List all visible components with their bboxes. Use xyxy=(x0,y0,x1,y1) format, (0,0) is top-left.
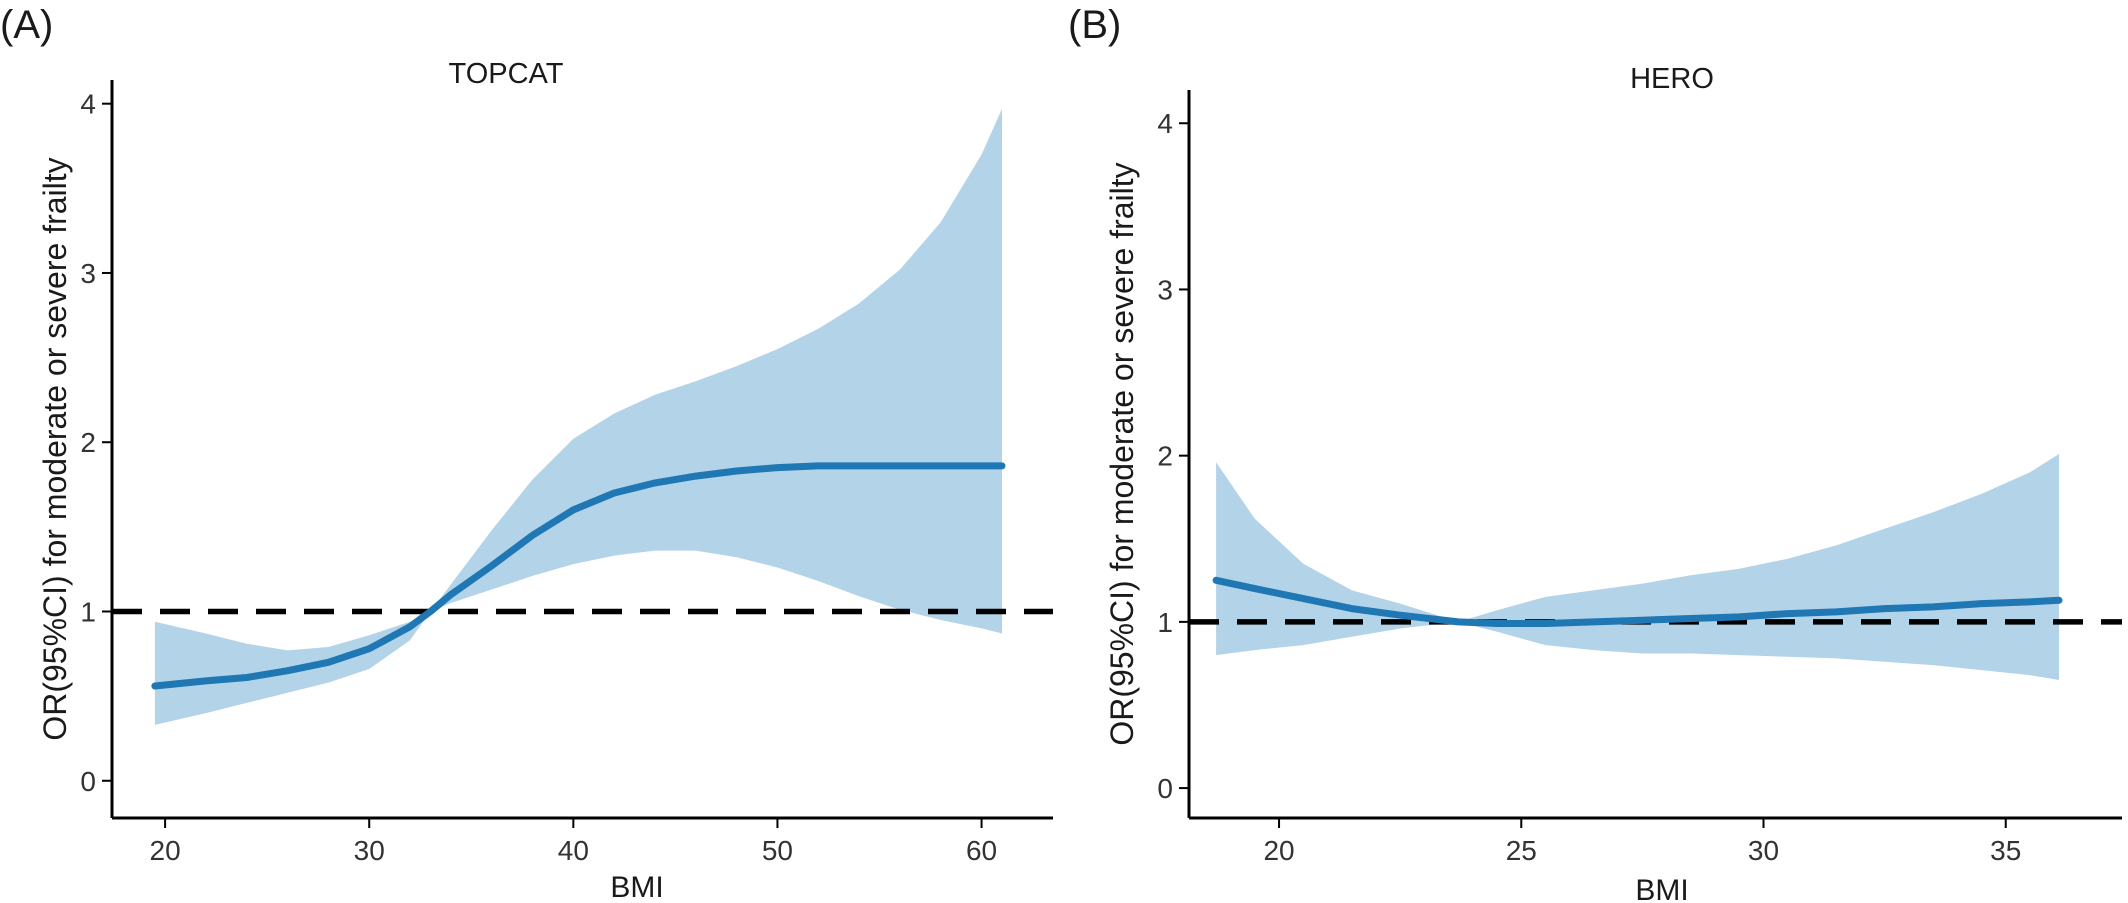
y-tick-label: 1 xyxy=(80,596,96,627)
x-tick-label: 40 xyxy=(558,835,589,866)
x-tick-label: 20 xyxy=(1263,835,1294,866)
x-tick-label: 50 xyxy=(762,835,793,866)
x-tick-label: 20 xyxy=(150,835,181,866)
panel-topcat: (A) TOPCAT 0 1 2 3 4 20 30 40 50 60 BMI OR(95%CI) for… xyxy=(0,3,1053,903)
x-axis-label: BMI xyxy=(1635,874,1688,903)
confidence-band xyxy=(154,108,1002,725)
y-axis-label: OR(95%CI) for moderate or severe frailty xyxy=(37,157,73,740)
chart-title: HERO xyxy=(1630,63,1714,95)
y-tick-label: 2 xyxy=(80,427,96,458)
y-tick-label: 1 xyxy=(1157,607,1173,638)
y-axis-label: OR(95%CI) for moderate or severe frailty xyxy=(1104,162,1140,745)
x-axis-label: BMI xyxy=(610,871,663,903)
y-tick-label: 4 xyxy=(1157,108,1173,139)
x-tick-label: 25 xyxy=(1506,835,1537,866)
x-tick-label: 35 xyxy=(1990,835,2021,866)
y-tick-label: 2 xyxy=(1157,441,1173,472)
or-line xyxy=(151,462,1006,690)
or-line xyxy=(1212,576,2063,627)
panel-label: (B) xyxy=(1068,3,1121,47)
chart-title: TOPCAT xyxy=(449,58,564,90)
confidence-band xyxy=(1216,454,2059,680)
y-tick-label: 4 xyxy=(80,89,96,120)
y-tick-label: 0 xyxy=(80,766,96,797)
y-tick-label: 3 xyxy=(80,258,96,289)
x-tick-label: 30 xyxy=(1748,835,1779,866)
x-tick-label: 30 xyxy=(354,835,385,866)
panel-label: (A) xyxy=(0,3,53,47)
x-tick-label: 60 xyxy=(966,835,997,866)
y-tick-label: 3 xyxy=(1157,274,1173,305)
y-tick-label: 0 xyxy=(1157,773,1173,804)
panel-hero: (B) HERO 0 1 2 3 4 20 25 30 35 BMI OR(95%CI) for mod… xyxy=(1068,3,2122,903)
